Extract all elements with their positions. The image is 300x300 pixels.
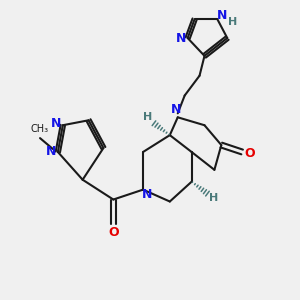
- Text: CH₃: CH₃: [31, 124, 49, 134]
- Text: O: O: [108, 226, 119, 239]
- Text: N: N: [142, 188, 152, 201]
- Text: N: N: [51, 117, 61, 130]
- Text: H: H: [143, 112, 153, 122]
- Text: O: O: [245, 148, 255, 160]
- Text: H: H: [209, 193, 218, 202]
- Text: N: N: [171, 103, 181, 116]
- Text: N: N: [46, 146, 56, 158]
- Text: N: N: [176, 32, 186, 44]
- Text: N: N: [217, 9, 227, 22]
- Text: H: H: [228, 17, 237, 27]
